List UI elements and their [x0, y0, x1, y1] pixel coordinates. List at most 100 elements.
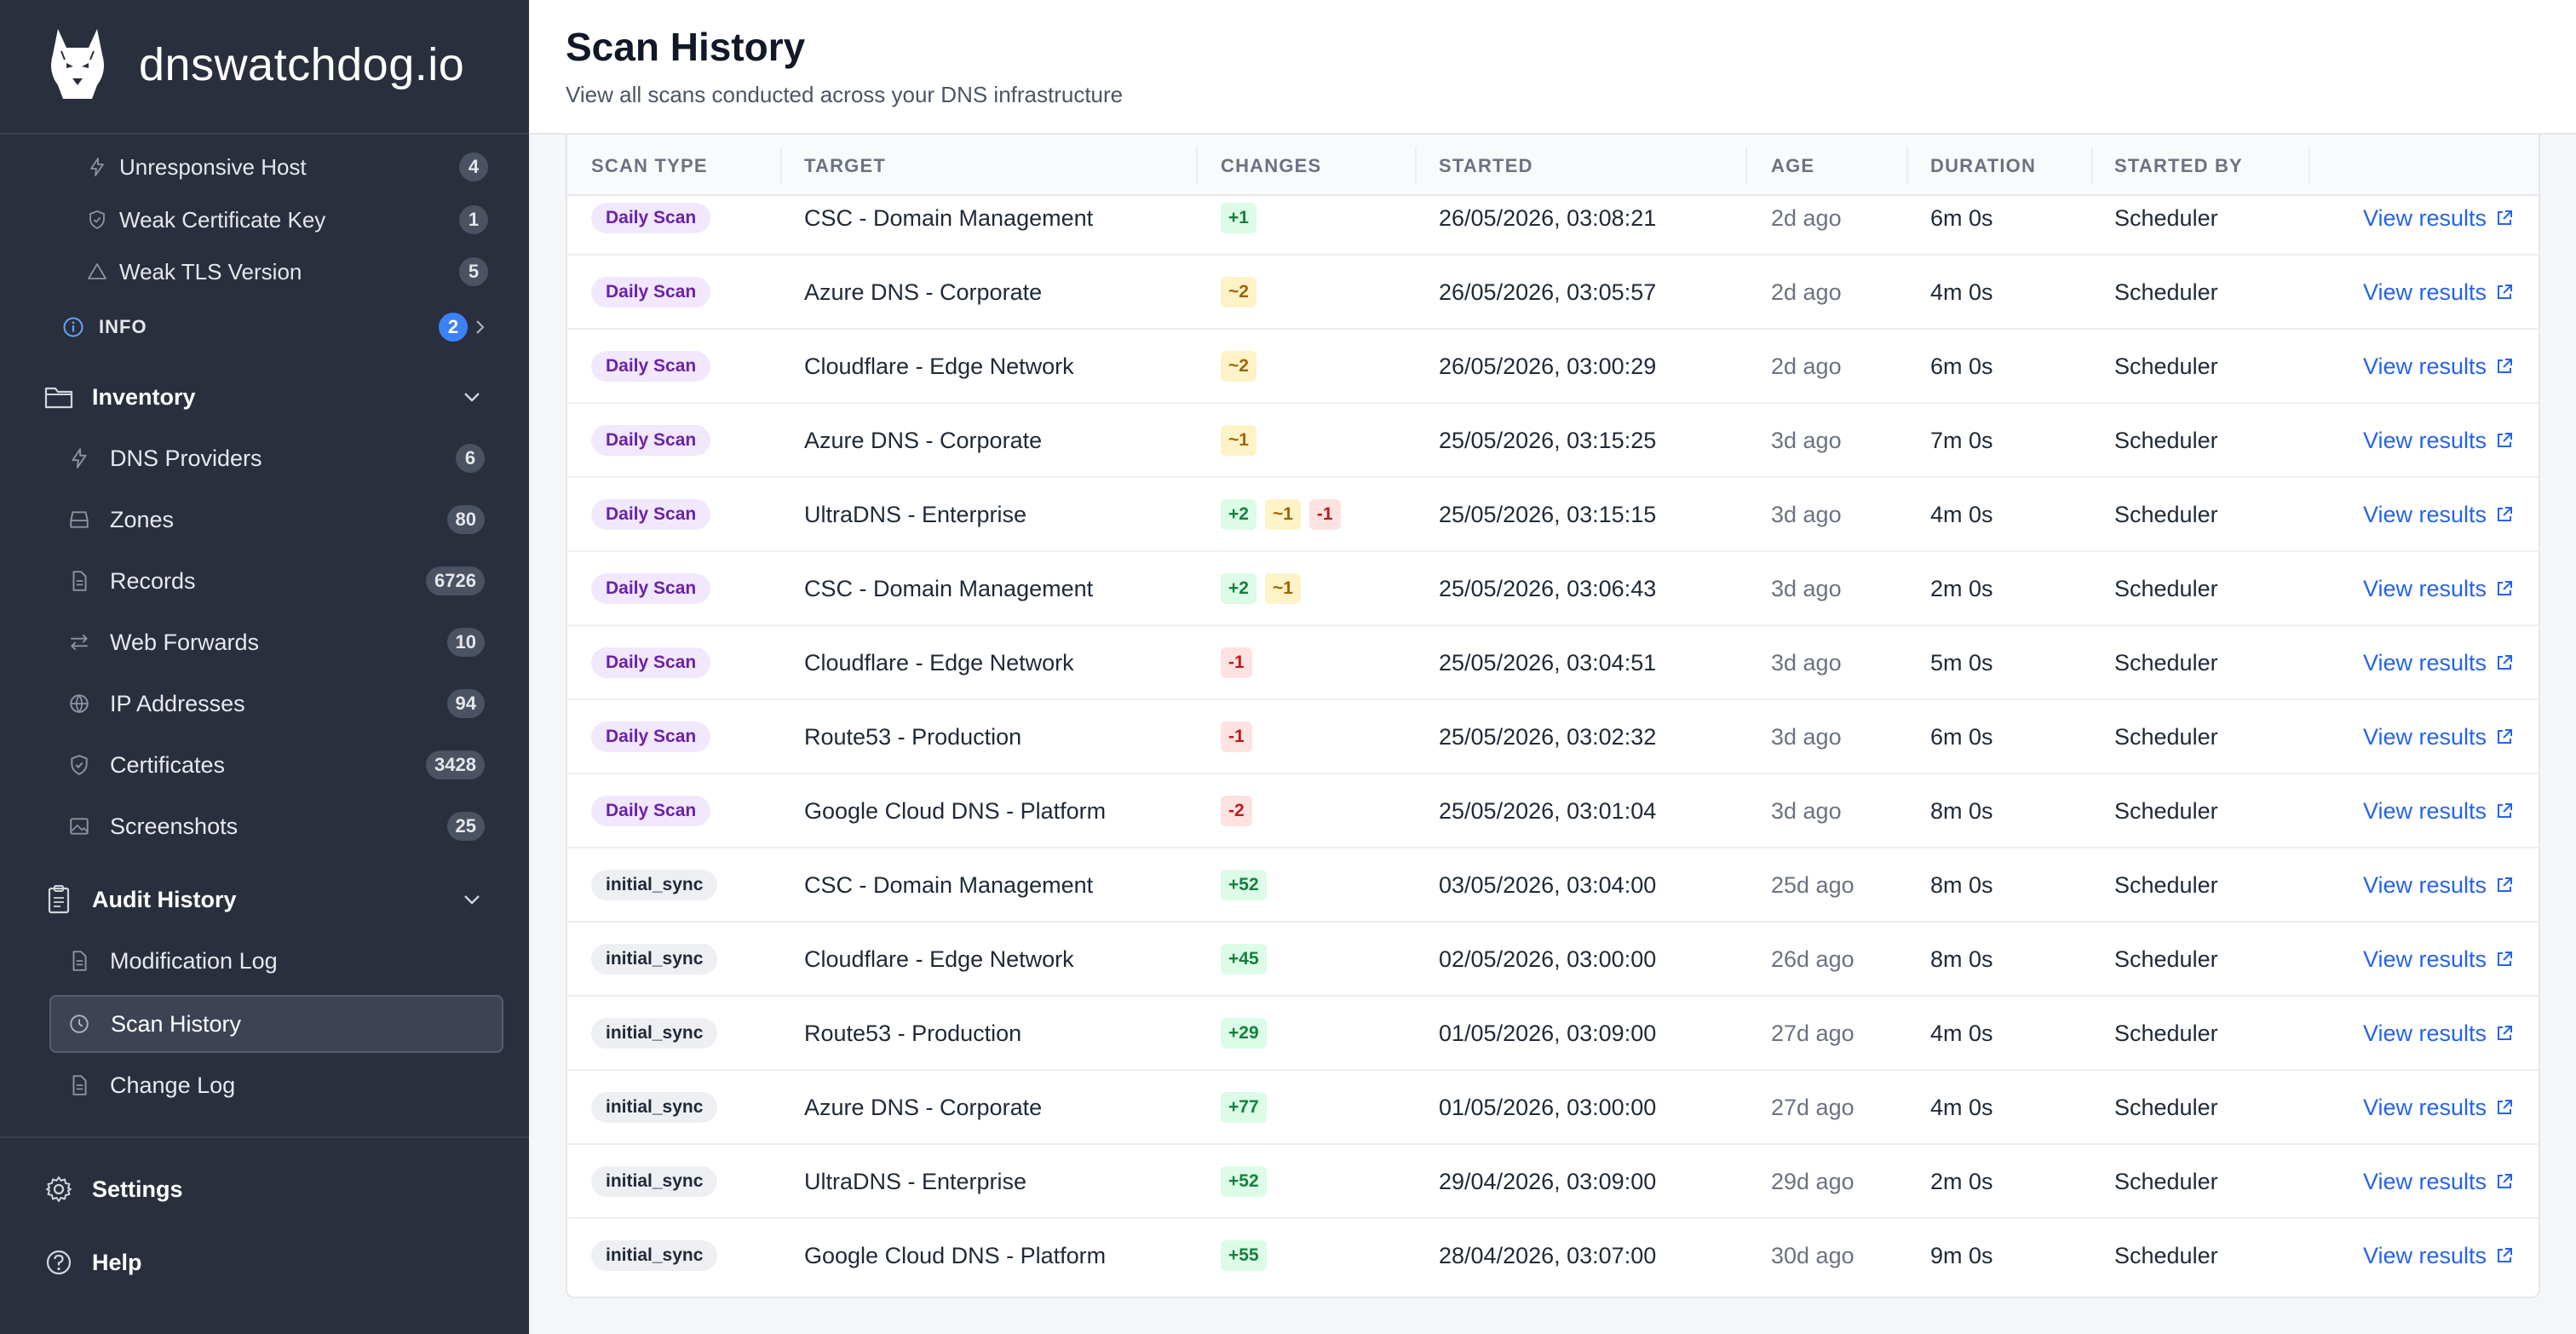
view-results-link[interactable]: View results	[2363, 428, 2514, 454]
target-cell: Route53 - Production	[804, 1020, 1022, 1046]
sidebar-item-web-forwards[interactable]: Web Forwards 10	[0, 625, 529, 659]
scan-type-badge: Daily Scan	[591, 796, 711, 826]
info-circle-icon	[61, 315, 85, 339]
sidebar-item-screenshots[interactable]: Screenshots 25	[0, 809, 529, 843]
sidebar-divider	[0, 1136, 529, 1138]
document-icon	[66, 568, 92, 594]
view-results-link[interactable]: View results	[2363, 724, 2514, 750]
sidebar-item-label: Zones	[110, 506, 175, 532]
started-cell: 26/05/2026, 03:08:21	[1439, 204, 1657, 231]
started-cell: 25/05/2026, 03:15:25	[1439, 427, 1657, 453]
started-cell: 28/04/2026, 03:07:00	[1439, 1242, 1657, 1268]
started-cell: 01/05/2026, 03:09:00	[1439, 1020, 1657, 1046]
table-row: initial_sync CSC - Domain Management +52 03…	[567, 848, 2539, 923]
shield-check-icon	[66, 752, 92, 778]
view-results-label: View results	[2363, 797, 2487, 824]
duration-cell: 6m 0s	[1930, 204, 1993, 231]
view-results-link[interactable]: View results	[2363, 946, 2514, 973]
duration-cell: 4m 0s	[1930, 501, 1993, 527]
started-cell: 25/05/2026, 03:02:32	[1439, 723, 1657, 750]
column-header-started-by[interactable]: STARTED BY	[2114, 155, 2243, 176]
table-row: initial_sync Google Cloud DNS - Platform +…	[567, 1219, 2539, 1293]
sidebar-item-dns-providers[interactable]: DNS Providers 6	[0, 441, 529, 475]
view-results-link[interactable]: View results	[2363, 279, 2514, 306]
view-results-link[interactable]: View results	[2363, 354, 2514, 380]
view-results-link[interactable]: View results	[2363, 872, 2514, 899]
external-link-icon	[2498, 1248, 2513, 1262]
change-count-chip: ~1	[1264, 499, 1301, 530]
sidebar-item-settings[interactable]: Settings	[0, 1172, 529, 1206]
view-results-link[interactable]: View results	[2363, 1169, 2514, 1195]
scan-type-badge: Daily Scan	[591, 203, 711, 233]
sidebar-item-scan-history[interactable]: Scan History	[49, 995, 503, 1053]
changes-cell: +2 ~1 -1	[1221, 499, 1341, 530]
external-link-icon	[2498, 877, 2513, 892]
change-count-chip: +52	[1221, 870, 1267, 900]
view-results-link[interactable]: View results	[2363, 1243, 2514, 1269]
nav-section-label: Audit History	[92, 886, 237, 912]
table-row: Daily Scan UltraDNS - Enterprise +2 ~1 -1 25/…	[567, 478, 2539, 552]
shield-icon	[85, 208, 109, 232]
column-header-scan-type[interactable]: SCAN TYPE	[591, 155, 708, 176]
alert-item-unresponsive-host[interactable]: Unresponsive Host 4	[0, 150, 529, 184]
age-cell: 3d ago	[1771, 501, 1842, 527]
view-results-link[interactable]: View results	[2363, 1095, 2514, 1121]
external-link-icon	[2498, 581, 2513, 595]
view-results-label: View results	[2363, 1020, 2487, 1046]
count-badge: 4	[459, 152, 488, 181]
duration-cell: 8m 0s	[1930, 797, 1993, 824]
target-cell: Google Cloud DNS - Platform	[804, 1242, 1107, 1268]
duration-cell: 4m 0s	[1930, 1020, 1993, 1046]
nav-section-label: Inventory	[92, 383, 196, 410]
started-by-cell: Scheduler	[2114, 353, 2218, 379]
sidebar-item-zones[interactable]: Zones 80	[0, 503, 529, 537]
globe-icon	[66, 691, 92, 716]
change-count-chip: ~2	[1221, 351, 1256, 382]
bolt-icon	[66, 446, 92, 471]
view-results-label: View results	[2363, 946, 2487, 972]
alert-item-weak-tls-version[interactable]: Weak TLS Version 5	[0, 255, 529, 289]
column-header-started[interactable]: STARTED	[1439, 155, 1533, 176]
started-by-cell: Scheduler	[2114, 1020, 2218, 1046]
view-results-link[interactable]: View results	[2363, 650, 2514, 676]
duration-cell: 7m 0s	[1930, 427, 1993, 453]
sidebar-item-help[interactable]: Help	[0, 1245, 529, 1279]
column-header-target[interactable]: TARGET	[804, 155, 887, 176]
column-header-changes[interactable]: CHANGES	[1221, 155, 1322, 176]
sidebar-item-modification-log[interactable]: Modification Log	[0, 944, 529, 978]
change-count-chip: +77	[1221, 1092, 1267, 1123]
view-results-link[interactable]: View results	[2363, 576, 2514, 602]
alert-group-info[interactable]: INFO 2	[0, 310, 529, 344]
age-cell: 29d ago	[1771, 1168, 1854, 1194]
column-header-duration[interactable]: DURATION	[1930, 155, 2037, 176]
changes-cell: ~1	[1221, 425, 1256, 456]
change-count-chip: -1	[1308, 499, 1341, 530]
external-link-icon	[2498, 359, 2513, 373]
changes-cell: +1	[1221, 203, 1256, 233]
sidebar-item-change-log[interactable]: Change Log	[0, 1068, 529, 1102]
sidebar-item-ip-addresses[interactable]: IP Addresses 94	[0, 687, 529, 721]
view-results-label: View results	[2363, 204, 2487, 231]
info-count-badge: 2	[439, 313, 468, 342]
view-results-link[interactable]: View results	[2363, 205, 2514, 232]
sidebar-item-certificates[interactable]: Certificates 3428	[0, 748, 529, 782]
started-cell: 26/05/2026, 03:05:57	[1439, 279, 1657, 305]
document-icon	[66, 948, 92, 974]
alert-item-weak-certificate-key[interactable]: Weak Certificate Key 1	[0, 203, 529, 237]
nav-section-inventory[interactable]: Inventory	[0, 380, 529, 414]
changes-cell: +52	[1221, 870, 1267, 900]
nav-section-audit-history[interactable]: Audit History	[0, 883, 529, 917]
column-header-age[interactable]: AGE	[1771, 155, 1815, 176]
external-link-icon	[2498, 1174, 2513, 1188]
target-cell: CSC - Domain Management	[804, 575, 1094, 601]
change-count-chip: -1	[1221, 647, 1252, 678]
count-badge: 80	[446, 505, 485, 534]
started-by-cell: Scheduler	[2114, 797, 2218, 824]
view-results-link[interactable]: View results	[2363, 1021, 2514, 1047]
view-results-link[interactable]: View results	[2363, 798, 2514, 825]
sidebar-item-records[interactable]: Records 6726	[0, 564, 529, 598]
view-results-link[interactable]: View results	[2363, 502, 2514, 528]
changes-cell: ~2	[1221, 277, 1256, 308]
target-cell: Route53 - Production	[804, 723, 1022, 750]
age-cell: 3d ago	[1771, 649, 1842, 676]
